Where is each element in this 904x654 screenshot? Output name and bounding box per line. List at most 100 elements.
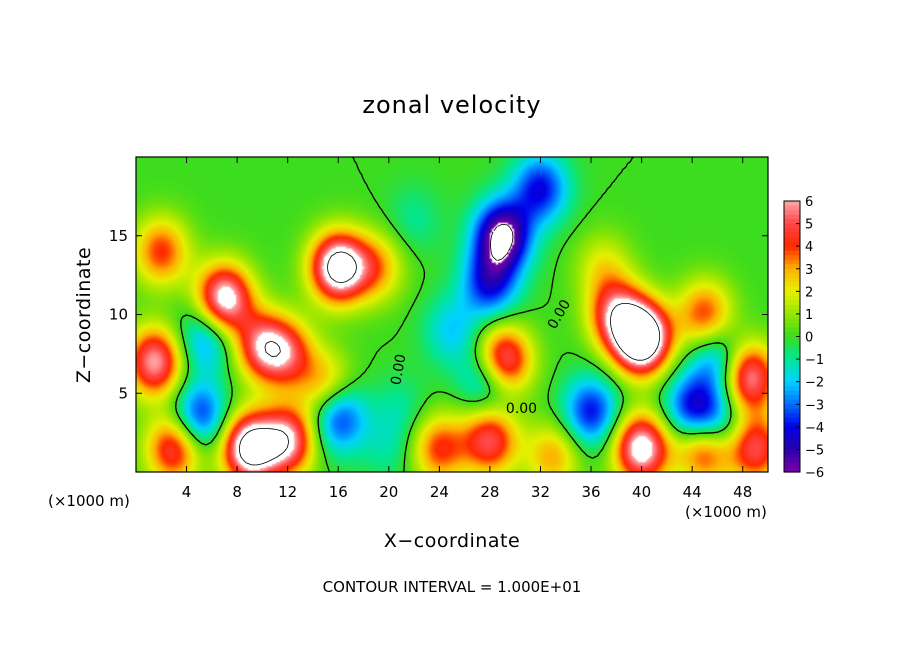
colorbar-segment	[784, 341, 800, 347]
plot-area	[136, 157, 768, 472]
y-tick-label: 5	[118, 384, 128, 402]
x-units-right: (×1000 m)	[685, 503, 767, 521]
colorbar: 6 5 4 3 2 1 0 −1 −2 −3 −4 −5 −6	[783, 195, 824, 481]
colorbar-segment	[784, 219, 800, 225]
contour-interval-note: CONTOUR INTERVAL = 1.000E+01	[323, 578, 582, 596]
colorbar-segment	[784, 259, 800, 265]
colorbar-segment	[784, 350, 800, 356]
colorbar-segment	[784, 359, 800, 365]
y-tick-label: 10	[109, 306, 128, 324]
zero-contour	[175, 157, 732, 472]
colorbar-segment	[784, 237, 800, 243]
x-tick-label: 8	[232, 483, 242, 501]
y-axis-label: Z−coordinate	[73, 247, 95, 383]
colorbar-segment	[784, 268, 800, 274]
y-axis-ticks: 5 10 15	[109, 227, 768, 402]
colorbar-segment	[784, 210, 800, 216]
colorbar-segment	[784, 372, 800, 378]
colorbar-tick-label: −4	[805, 421, 824, 436]
colorbar-segment	[784, 214, 800, 220]
colorbar-segment	[784, 354, 800, 360]
colorbar-segment	[784, 404, 800, 410]
colorbar-tick-label: −5	[805, 443, 824, 458]
contour-label: 0.00	[388, 353, 409, 386]
colorbar-tick-label: −2	[805, 376, 824, 391]
colorbar-tick-label: 0	[805, 331, 813, 346]
x-tick-label: 32	[531, 483, 550, 501]
x-tick-label: 12	[278, 483, 297, 501]
x-tick-label: 36	[581, 483, 600, 501]
colorbar-segment	[784, 467, 800, 473]
contour-lines	[175, 157, 732, 472]
colorbar-segment	[784, 304, 800, 310]
colorbar-segment	[784, 205, 800, 211]
colorbar-segment	[784, 286, 800, 292]
colorbar-segment	[784, 264, 800, 270]
colorbar-segment	[784, 255, 800, 261]
x-tick-label: 16	[329, 483, 348, 501]
colorbar-segment	[784, 426, 800, 432]
x-tick-label: 24	[430, 483, 449, 501]
colorbar-segment	[784, 399, 800, 405]
colorbar-segment	[784, 300, 800, 306]
colorbar-segment	[784, 250, 800, 256]
colorbar-tick-label: 3	[805, 263, 813, 278]
colorbar-segment	[784, 444, 800, 451]
colorbar-segment	[784, 282, 800, 288]
x-tick-label: 48	[733, 483, 752, 501]
colorbar-segment	[784, 435, 800, 441]
colorbar-tick-label: −1	[805, 353, 824, 368]
positive-contour	[239, 251, 661, 466]
colorbar-tick-label: 5	[805, 218, 813, 233]
colorbar-segment	[784, 336, 800, 342]
x-tick-label: 40	[632, 483, 651, 501]
colorbar-segment	[784, 322, 800, 329]
colorbar-tick-label: 1	[805, 308, 813, 323]
colorbar-segment	[784, 386, 800, 392]
colorbar-segment	[784, 368, 800, 374]
colorbar-segment	[784, 422, 800, 428]
x-units-left: (×1000 m)	[48, 492, 130, 510]
colorbar-tick-label: 2	[805, 285, 813, 300]
chart-title: zonal velocity	[362, 91, 541, 119]
colorbar-tick-label: −6	[805, 466, 824, 481]
velocity-field	[136, 157, 768, 472]
colorbar-segment	[784, 327, 800, 333]
colorbar-segment	[784, 318, 800, 324]
colorbar-segment	[784, 390, 800, 396]
colorbar-tick-label: −3	[805, 398, 824, 413]
colorbar-segment	[784, 309, 800, 315]
x-tick-label: 28	[480, 483, 499, 501]
colorbar-segment	[784, 449, 800, 455]
colorbar-segment	[784, 223, 800, 229]
colorbar-segment	[784, 228, 800, 234]
colorbar-segment	[784, 440, 800, 446]
colorbar-segment	[784, 363, 800, 369]
colorbar-segment	[784, 462, 800, 469]
x-tick-label: 44	[683, 483, 702, 501]
colorbar-segment	[784, 395, 800, 401]
colorbar-segment	[784, 273, 800, 279]
colorbar-segment	[784, 458, 800, 464]
colorbar-segment	[784, 417, 800, 423]
colorbar-segment	[784, 345, 800, 351]
colorbar-segment	[784, 381, 800, 387]
colorbar-segment	[784, 377, 800, 383]
contour-label: 0.00	[506, 401, 537, 417]
colorbar-segment	[784, 313, 800, 320]
x-axis-label: X−coordinate	[384, 530, 520, 552]
x-tick-label: 4	[182, 483, 192, 501]
colorbar-segment	[784, 277, 800, 283]
colorbar-segment	[784, 241, 800, 247]
colorbar-segment	[784, 295, 800, 301]
colorbar-tick-label: 6	[805, 195, 813, 210]
x-axis-ticks: 4 8 12 16 20 24 28 32 36 40 44 48	[182, 157, 752, 501]
negative-contour	[490, 223, 514, 262]
colorbar-segment	[784, 201, 800, 207]
y-tick-label: 15	[109, 227, 128, 245]
colorbar-segment	[784, 291, 800, 297]
colorbar-segment	[784, 413, 800, 419]
colorbar-segment	[784, 453, 800, 460]
colorbar-tick-label: 4	[805, 240, 813, 255]
